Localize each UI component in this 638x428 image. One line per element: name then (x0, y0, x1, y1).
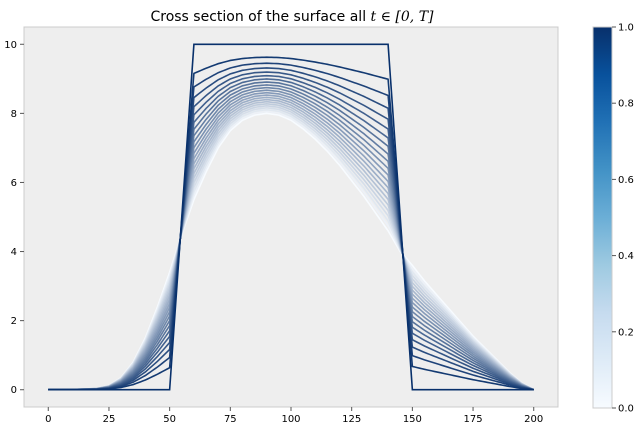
x-tick-label: 75 (224, 414, 237, 425)
y-axis: 0 2 4 6 8 10 (4, 40, 24, 396)
colorbar (592, 26, 613, 409)
x-tick-label: 150 (403, 414, 422, 425)
curve-group (48, 43, 535, 391)
x-tick-label: 50 (163, 414, 176, 425)
x-tick-label: 25 (103, 414, 116, 425)
series-line (48, 67, 534, 391)
y-tick-label: 0 (11, 385, 17, 396)
x-tick-label: 125 (342, 414, 361, 425)
y-tick-label: 6 (11, 178, 17, 189)
colorbar-tick-label: 1.0 (618, 23, 634, 34)
series-line (48, 56, 534, 391)
colorbar-tick-label: 0.2 (618, 327, 634, 338)
x-tick-label: 175 (463, 414, 482, 425)
y-tick-label: 2 (11, 316, 17, 327)
colorbar-tick-label: 0.4 (618, 251, 634, 262)
colorbar-tick-label: 0.8 (618, 99, 634, 110)
series-line (48, 81, 534, 391)
series-line (48, 74, 534, 391)
series-line (48, 78, 534, 391)
y-tick-label: 4 (11, 247, 17, 258)
x-axis: 0 25 50 75 100 125 150 175 200 (45, 407, 543, 425)
colorbar-tick-label: 0.0 (618, 404, 634, 415)
y-tick-label: 10 (4, 40, 17, 51)
series-line (48, 71, 534, 391)
chart-title: Cross section of the surface all t ∈ [0,… (150, 9, 434, 25)
x-tick-label: 200 (524, 414, 543, 425)
series-line (48, 43, 534, 391)
y-tick-label: 8 (11, 109, 17, 120)
x-tick-label: 100 (281, 414, 300, 425)
colorbar-tick-label: 0.6 (618, 175, 634, 186)
series-line (48, 62, 534, 391)
x-tick-label: 0 (45, 414, 51, 425)
colorbar-axis: 0.0 0.2 0.4 0.6 0.8 1.0 (612, 23, 634, 415)
